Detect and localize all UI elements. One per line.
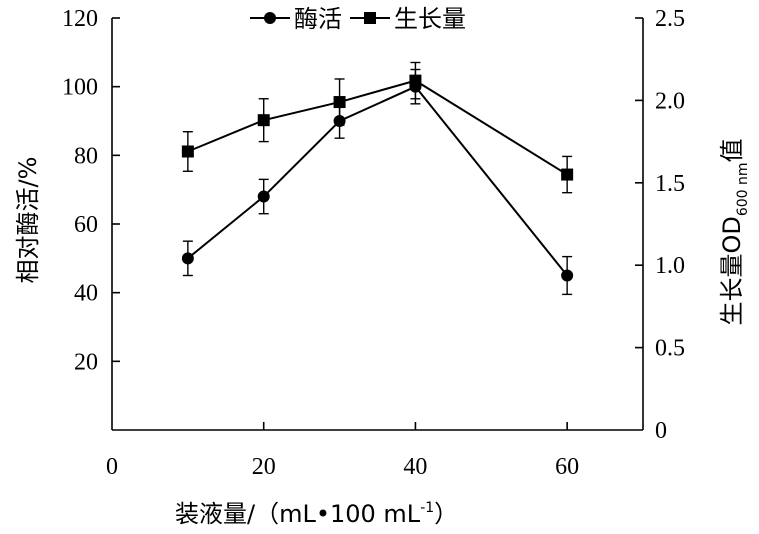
right-y-tick-label: 2.5 (655, 6, 685, 32)
left-y-tick-label: 100 (62, 75, 98, 101)
right-y-axis-title-sub: 600 nm (735, 162, 751, 216)
data-point-growth (257, 114, 270, 127)
right-y-tick-label: 0 (655, 418, 667, 444)
axis-ticks: 0 20 40 60 20 40 60 80 100 120 0 0.5 1.0 1.5 2.0 2.5 (62, 6, 685, 480)
legend-label-growth: 生长量 (394, 5, 466, 33)
left-y-tick-label: 120 (62, 6, 98, 32)
x-axis-title-main: 装液量/（mL•100 mL (175, 500, 421, 528)
x-axis-title: 装液量/（mL•100 mL-1） (175, 500, 458, 528)
legend: 酶活 生长量 (250, 5, 466, 33)
x-tick-label: 60 (555, 454, 579, 480)
x-axis-title-end: ） (434, 500, 458, 528)
data-point-growth (181, 145, 194, 158)
right-y-axis-title-end: 值 (718, 138, 746, 162)
legend-marker-enzyme (264, 12, 276, 24)
data-point-growth (561, 168, 574, 181)
left-y-tick-label: 60 (74, 212, 98, 238)
right-y-tick-label: 0.5 (655, 336, 685, 362)
right-y-axis-title: 生长量OD600 nm值 (718, 138, 751, 325)
data-point-enzyme (181, 252, 194, 265)
right-y-tick-label: 2.0 (655, 88, 685, 114)
series-line-growth (187, 79, 568, 176)
left-y-axis-title: 相对酶活/% (14, 157, 42, 284)
data-point-growth (409, 74, 422, 87)
left-y-tick-label: 20 (74, 349, 98, 375)
x-tick-label: 20 (252, 454, 276, 480)
series-layer (181, 61, 574, 296)
x-tick-label: 40 (403, 454, 427, 480)
data-point-enzyme (561, 269, 574, 282)
right-y-tick-label: 1.0 (655, 253, 685, 279)
x-tick-label: 0 (106, 454, 118, 480)
legend-marker-growth (364, 12, 376, 24)
right-y-axis-title-main: 生长量OD (718, 216, 746, 325)
data-point-growth (333, 96, 346, 109)
right-y-tick-label: 1.5 (655, 171, 685, 197)
legend-label-enzyme: 酶活 (294, 5, 342, 33)
left-y-tick-label: 40 (74, 281, 98, 307)
left-y-tick-label: 80 (74, 143, 98, 169)
series-line-enzyme (187, 85, 568, 277)
data-point-enzyme (257, 190, 270, 203)
x-axis-title-sup: -1 (420, 500, 434, 516)
